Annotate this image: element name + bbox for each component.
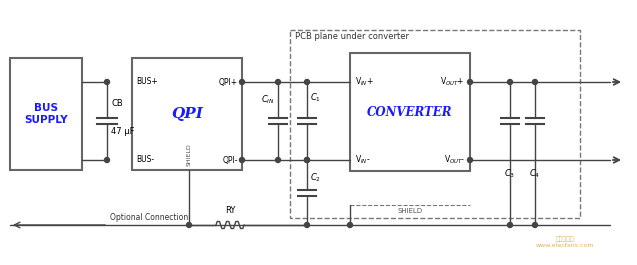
Circle shape [275,80,280,85]
Text: SHIELD: SHIELD [187,144,192,166]
Circle shape [304,157,310,162]
Circle shape [104,157,110,162]
Circle shape [508,223,513,227]
Text: V$_{OUT}$+: V$_{OUT}$+ [441,76,465,88]
Circle shape [508,80,513,85]
Circle shape [104,80,110,85]
Text: V$_{IN}$+: V$_{IN}$+ [355,76,374,88]
Text: $C_{IN}$: $C_{IN}$ [261,94,275,107]
Text: BUS-: BUS- [136,156,154,165]
Text: CB: CB [111,99,123,108]
Circle shape [533,223,538,227]
Circle shape [275,157,280,162]
Text: $C_4$: $C_4$ [529,168,541,180]
Text: SHIELD: SHIELD [397,208,422,214]
Text: CONVERTER: CONVERTER [368,105,453,118]
Text: BUS+: BUS+ [136,77,158,86]
Text: V$_{OUT}$-: V$_{OUT}$- [444,154,465,166]
Circle shape [348,223,352,227]
Text: Optional Connection: Optional Connection [110,213,189,222]
Circle shape [304,80,310,85]
Bar [350,53,470,171]
Circle shape [304,223,310,227]
Text: QPI+: QPI+ [219,77,238,86]
Text: QPI-: QPI- [222,156,238,165]
Bar [290,30,580,218]
Text: BUS
SUPPLY: BUS SUPPLY [24,103,68,125]
Text: $C_2$: $C_2$ [310,172,321,184]
Bar [132,58,242,170]
Text: 47 μF: 47 μF [111,126,134,135]
Text: QPI: QPI [171,107,203,121]
Circle shape [240,80,245,85]
Circle shape [533,80,538,85]
Text: PCB plane under converter: PCB plane under converter [295,32,409,41]
Circle shape [468,80,473,85]
Bar [10,58,82,170]
Text: 电子发烧友
www.elecfans.com: 电子发烧友 www.elecfans.com [536,236,594,248]
Circle shape [240,157,245,162]
Circle shape [304,157,310,162]
Circle shape [468,157,473,162]
Text: $C_3$: $C_3$ [505,168,515,180]
Text: RY: RY [225,206,235,215]
Text: $C_1$: $C_1$ [310,92,321,104]
Circle shape [187,223,192,227]
Text: V$_{IN}$-: V$_{IN}$- [355,154,371,166]
